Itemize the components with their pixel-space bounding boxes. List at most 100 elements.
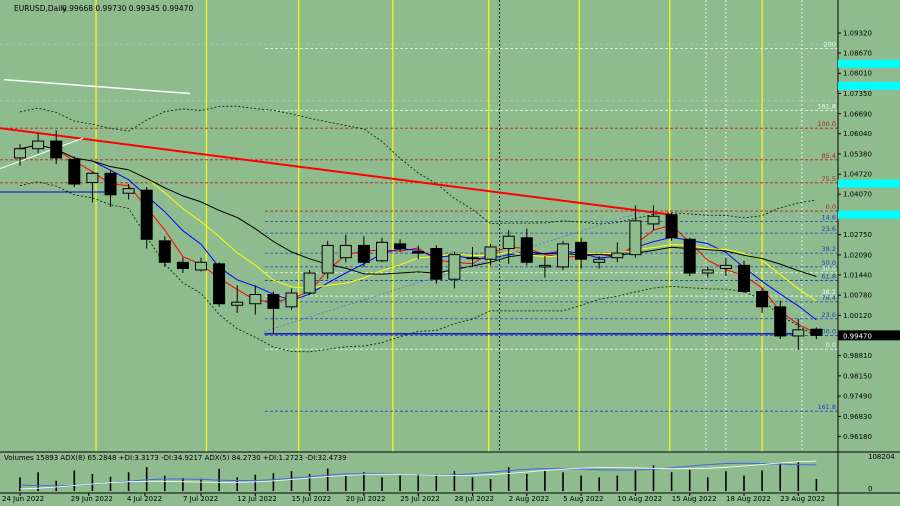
price-tick-label: 0.96830: [843, 413, 872, 421]
candle[interactable]: [140, 187, 153, 249]
candle[interactable]: [719, 257, 732, 277]
candle[interactable]: [176, 257, 189, 274]
candle-body-bull: [376, 241, 388, 262]
price-tick-label: 1.08010: [843, 70, 872, 78]
candle-body-bull: [32, 140, 45, 150]
price-tick-label: 1.05380: [843, 150, 872, 158]
candle-body-bull: [195, 261, 207, 271]
fib-level-label: 14.6: [822, 213, 836, 221]
candle[interactable]: [303, 269, 316, 295]
date-tick-label: 25 Jul 2022: [400, 495, 440, 503]
date-tick-label: 23 Aug 2022: [780, 495, 825, 503]
candle[interactable]: [357, 236, 370, 267]
candle-body-bear: [430, 247, 443, 280]
price-tick-label: 1.04070: [843, 191, 872, 199]
date-tick-label: 20 Jul 2022: [346, 495, 386, 503]
grid-layer: [0, 44, 838, 102]
candle[interactable]: [122, 184, 135, 200]
fib-level-label: 85.4: [822, 152, 836, 160]
date-tick-label: 28 Jul 2022: [455, 495, 495, 503]
candle[interactable]: [774, 300, 787, 340]
candle[interactable]: [756, 288, 769, 313]
candle-body-bull: [231, 301, 244, 306]
price-tick-label: 1.09320: [843, 30, 872, 38]
candle[interactable]: [448, 251, 461, 289]
candle[interactable]: [484, 243, 497, 266]
candle[interactable]: [792, 319, 805, 350]
candle[interactable]: [557, 240, 569, 270]
candle-body-bull: [466, 257, 479, 260]
candle-body-bull: [792, 329, 805, 337]
candle[interactable]: [195, 257, 207, 272]
ma-black: [19, 144, 817, 277]
candle[interactable]: [629, 205, 642, 258]
candle[interactable]: [665, 213, 678, 241]
candle-body-bear: [357, 244, 370, 263]
candle[interactable]: [520, 228, 533, 266]
candle[interactable]: [394, 239, 407, 252]
fib-level-label: 76.4: [822, 294, 836, 302]
candle-body-bull: [593, 258, 606, 263]
candle-body-bull: [86, 172, 99, 184]
candle-body-bear: [50, 140, 63, 159]
candle[interactable]: [810, 327, 823, 340]
date-tick-label: 5 Aug 2022: [563, 495, 603, 503]
candle[interactable]: [231, 285, 244, 313]
candle-body-bull: [122, 188, 135, 194]
candles-layer[interactable]: [14, 130, 823, 350]
candle[interactable]: [611, 242, 624, 263]
candle[interactable]: [32, 133, 45, 154]
candle[interactable]: [339, 234, 352, 263]
candle[interactable]: [104, 170, 117, 208]
candle[interactable]: [412, 245, 425, 260]
price-tick-label: 1.02750: [843, 231, 872, 239]
volume-max-label: 108204: [868, 453, 895, 461]
candle[interactable]: [683, 237, 696, 277]
indicator-label: Volumes 15893 ADX(8) 65.2848 +DI:3.3173 …: [4, 454, 347, 462]
fib-level-label: 75.5: [822, 175, 836, 183]
candle[interactable]: [466, 246, 479, 267]
date-tick-label: 15 Jul 2022: [292, 495, 332, 503]
candle-body-bear: [176, 261, 189, 269]
candle[interactable]: [430, 245, 443, 284]
candle[interactable]: [738, 260, 750, 293]
fib-level-label: 50.0: [822, 265, 836, 273]
level-highlight-tag: [838, 81, 900, 90]
candle[interactable]: [538, 256, 551, 278]
candle[interactable]: [267, 291, 280, 334]
candle-body-bull: [502, 235, 515, 249]
candle[interactable]: [68, 156, 81, 188]
candle[interactable]: [701, 266, 714, 278]
candle-body-bull: [701, 269, 714, 274]
price-tick-label: 1.00120: [843, 312, 872, 320]
fib-level-label: 161.8: [817, 403, 836, 411]
candle[interactable]: [249, 285, 262, 315]
date-tick-label: 15 Aug 2022: [672, 495, 717, 503]
price-tick-label: 1.00780: [843, 292, 872, 300]
price-tick-label: 1.06040: [843, 130, 872, 138]
price-tick-label: 1.02090: [843, 251, 872, 259]
candle[interactable]: [376, 237, 388, 263]
price-tick-label: 1.08670: [843, 49, 872, 57]
candle[interactable]: [14, 144, 26, 166]
candle[interactable]: [158, 236, 171, 267]
candle[interactable]: [285, 288, 298, 310]
vertical-period-lines: [95, 0, 803, 452]
candle[interactable]: [593, 256, 606, 269]
candle[interactable]: [50, 130, 63, 165]
candle-body-bull: [557, 243, 569, 268]
chart-header-label: EURUSD,Daily: [14, 4, 67, 13]
candle-body-bear: [213, 263, 226, 305]
candle[interactable]: [502, 230, 515, 264]
candle[interactable]: [575, 237, 588, 269]
candle[interactable]: [647, 205, 660, 231]
candle[interactable]: [86, 171, 99, 203]
candle-body-bull: [249, 294, 262, 305]
fib-level-label: 23.6: [822, 311, 836, 319]
candle[interactable]: [321, 240, 334, 280]
fib-level-label: 38.2: [822, 288, 836, 296]
candle-body-bull: [285, 292, 298, 308]
candle[interactable]: [213, 262, 226, 307]
fib-level-label: 23.6: [822, 225, 836, 233]
